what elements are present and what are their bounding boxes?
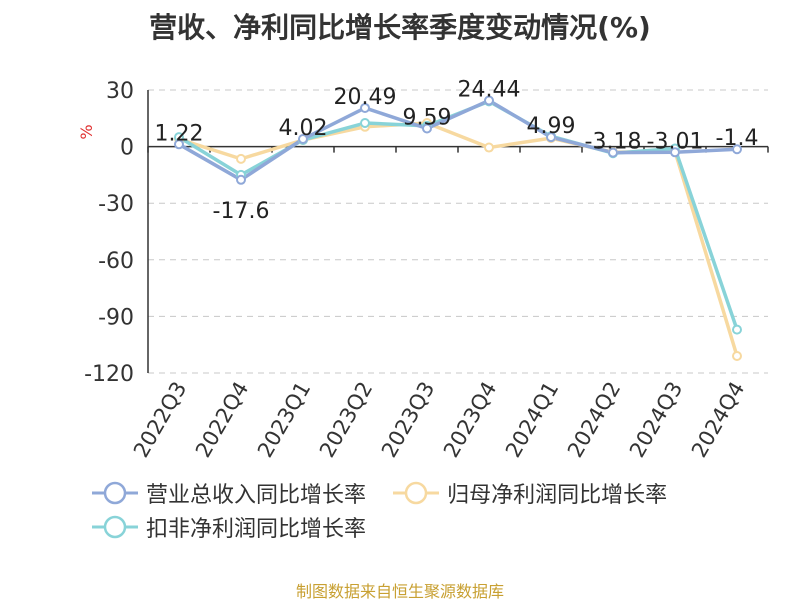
data-label: 4.02 bbox=[279, 116, 328, 141]
data-point bbox=[236, 174, 246, 185]
x-tick-label: 2022Q3 bbox=[129, 378, 191, 462]
data-point bbox=[670, 147, 680, 158]
legend-label-net-profit: 归母净利润同比增长率 bbox=[447, 483, 668, 508]
data-point bbox=[732, 351, 742, 362]
data-point bbox=[732, 144, 742, 155]
x-tick-label: 2023Q2 bbox=[315, 378, 377, 462]
data-point bbox=[484, 95, 494, 106]
data-point bbox=[236, 153, 246, 164]
y-tick-label: -60 bbox=[98, 249, 134, 274]
legend-marker-net-profit bbox=[393, 481, 440, 505]
legend-item-revenue[interactable]: 营业总收入同比增长率 bbox=[92, 476, 366, 510]
y-tick-label: 0 bbox=[120, 136, 134, 161]
x-tick-label: 2024Q2 bbox=[563, 378, 625, 462]
data-point bbox=[732, 324, 742, 335]
legend-item-deducted-profit[interactable]: 扣非净利润同比增长率 bbox=[92, 510, 366, 544]
x-tick-label: 2024Q1 bbox=[501, 378, 563, 462]
legend-label-deducted-profit: 扣非净利润同比增长率 bbox=[146, 517, 367, 542]
data-label: 24.44 bbox=[458, 77, 521, 102]
data-point bbox=[174, 139, 184, 150]
line-chart: 300-30-60-90-120%2022Q3 2022Q4 2023Q1 2023Q… bbox=[77, 77, 769, 462]
data-point bbox=[546, 132, 556, 143]
y-tick-label: -30 bbox=[98, 192, 134, 217]
legend-label-revenue: 营业总收入同比增长率 bbox=[146, 483, 367, 508]
data-point bbox=[422, 123, 432, 134]
data-point bbox=[360, 102, 370, 113]
x-tick-label: 2022Q4 bbox=[191, 378, 253, 462]
data-point bbox=[484, 142, 494, 153]
x-tick-label: 2023Q1 bbox=[253, 378, 315, 462]
data-label: 9.59 bbox=[403, 106, 452, 131]
data-label: 20.49 bbox=[334, 85, 397, 110]
series-line bbox=[178, 98, 738, 182]
x-tick-label: 2023Q4 bbox=[439, 378, 501, 462]
legend-marker-revenue bbox=[92, 481, 138, 505]
y-tick-label: 30 bbox=[106, 79, 134, 104]
series-line bbox=[178, 121, 739, 357]
x-tick-label: 2024Q4 bbox=[687, 378, 749, 462]
data-point bbox=[608, 147, 618, 158]
data-point bbox=[298, 134, 308, 145]
source-note: 制图数据来自恒生聚源数据库 bbox=[295, 582, 504, 601]
legend-item-net-profit[interactable]: 归母净利润同比增长率 bbox=[393, 476, 667, 510]
chart-title: 营收、净利同比增长率季度变动情况(%) bbox=[149, 11, 651, 44]
y-axis-label: % bbox=[77, 124, 96, 139]
data-label: -3.18 bbox=[585, 130, 642, 155]
data-label: 1.22 bbox=[155, 121, 204, 146]
data-label: -3.01 bbox=[647, 129, 704, 154]
x-tick-label: 2024Q3 bbox=[625, 378, 687, 462]
data-label: -17.6 bbox=[213, 199, 270, 224]
data-point bbox=[360, 118, 370, 129]
x-tick-label: 2023Q3 bbox=[377, 378, 439, 462]
data-label: 4.99 bbox=[527, 114, 576, 139]
data-label: -1.4 bbox=[716, 126, 759, 151]
legend: 营业总收入同比增长率 归母净利润同比增长率 扣非净利润同比增长率 bbox=[92, 476, 782, 544]
y-tick-label: -90 bbox=[98, 305, 134, 330]
legend-marker-deducted-profit bbox=[92, 515, 138, 539]
y-tick-label: -120 bbox=[84, 362, 134, 387]
